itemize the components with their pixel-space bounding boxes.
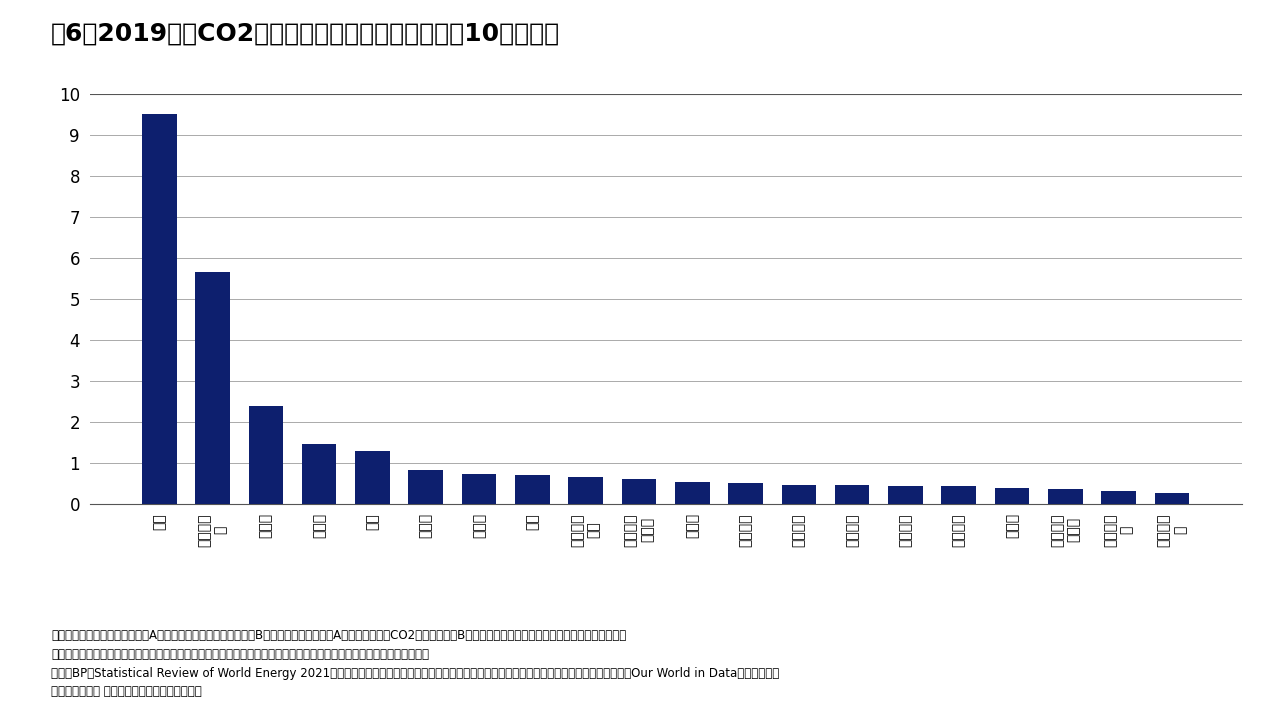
Bar [568, 477, 603, 504]
Bar [248, 405, 283, 504]
Bar [782, 485, 817, 504]
Bar [941, 486, 977, 504]
Bar [622, 480, 657, 504]
Bar [515, 475, 549, 504]
Bar [888, 486, 923, 504]
Bar [835, 485, 869, 504]
Bar [1155, 493, 1189, 504]
Bar [196, 272, 230, 504]
Bar [302, 444, 337, 504]
Bar [675, 482, 709, 504]
Text: 図6：2019年のCO2排出量　（消費ベース、単位：10億トン）: 図6：2019年のCO2排出量 （消費ベース、単位：10億トン） [51, 22, 561, 45]
Text: 出所：BP「Statistical Review of World Energy 2021」、グローバル・カーボン・プロジェクト、国際通貨基金、オックスフォード: 出所：BP「Statistical Review of World Energy… [51, 667, 780, 680]
Bar [995, 487, 1029, 504]
Bar [1101, 491, 1135, 504]
Bar [462, 474, 497, 504]
Text: プロジェクトが調整・算出）。この計算により、ライフスタイルによる排出量への影響をより反映した数値となります。: プロジェクトが調整・算出）。この計算により、ライフスタイルによる排出量への影響を… [51, 648, 429, 661]
Bar [408, 470, 443, 504]
Text: 備考：消費ベースとは、例えばA国が生産した商品が輸出されてB国で消費された場合、A国の排出量からCO2を差し引き、B国の排出量に加算します（グローバル・カーボン: 備考：消費ベースとは、例えばA国が生産した商品が輸出されてB国で消費された場合、… [51, 629, 626, 642]
Bar [728, 484, 763, 504]
Bar [142, 114, 177, 504]
Bar [1048, 489, 1083, 504]
Text: リフィニティブ データストリーム、インベスコ: リフィニティブ データストリーム、インベスコ [51, 685, 202, 698]
Bar [355, 451, 390, 504]
